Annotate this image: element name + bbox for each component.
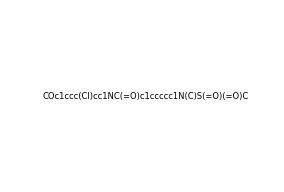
Text: COc1ccc(Cl)cc1NC(=O)c1ccccc1N(C)S(=O)(=O)C: COc1ccc(Cl)cc1NC(=O)c1ccccc1N(C)S(=O)(=O… [42, 93, 249, 101]
